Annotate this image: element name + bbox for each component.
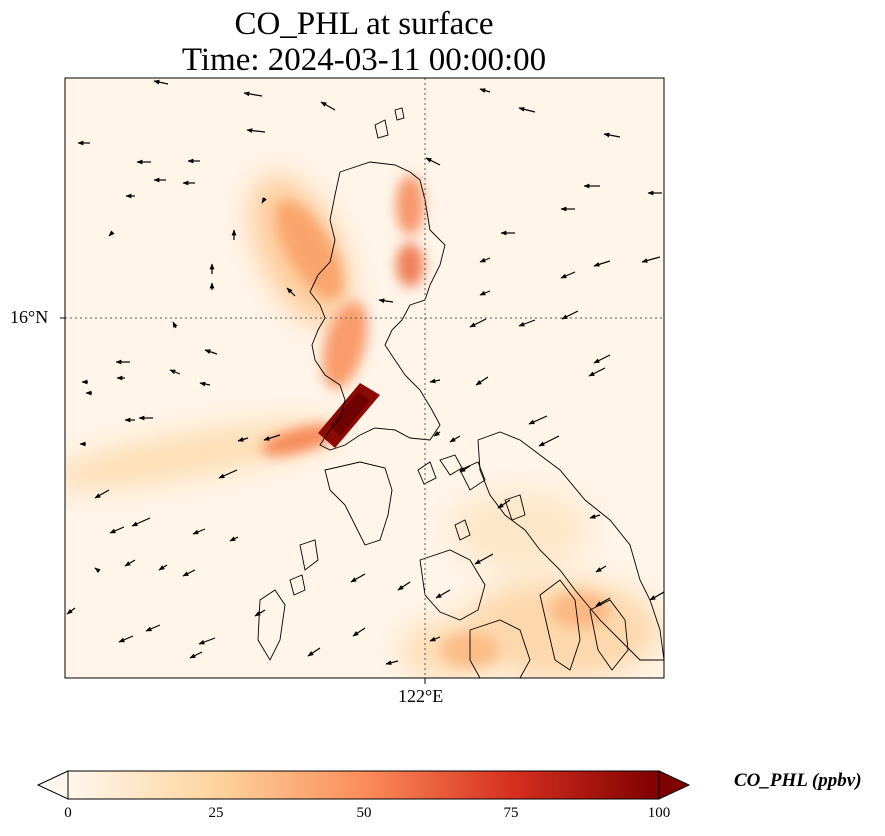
lat-label-16n: 16°N bbox=[10, 307, 49, 327]
wind-arrow bbox=[475, 376, 489, 386]
wind-arrow bbox=[153, 79, 169, 85]
wind-arrow bbox=[588, 367, 606, 377]
wind-arrow bbox=[497, 499, 511, 509]
colorbar-gradient bbox=[68, 771, 659, 799]
wind-arrow bbox=[237, 437, 249, 442]
map-frame bbox=[64, 77, 665, 679]
wind-arrow bbox=[469, 318, 487, 328]
map-title: CO_PHL at surface bbox=[234, 6, 494, 42]
wind-arrow bbox=[449, 435, 461, 443]
wind-arrow bbox=[199, 381, 211, 387]
wind-arrow bbox=[459, 465, 471, 473]
panay-coastline bbox=[419, 549, 486, 621]
wind-arrow bbox=[538, 435, 560, 447]
wind-arrow bbox=[385, 660, 399, 666]
wind-arrow bbox=[158, 564, 168, 571]
wind-arrow bbox=[182, 569, 196, 577]
wind-arrow bbox=[350, 573, 366, 583]
wind-arrow bbox=[593, 260, 611, 267]
wind-arrow bbox=[429, 378, 441, 384]
colorbar-tick-50: 50 bbox=[356, 805, 372, 821]
wind-arrow bbox=[560, 271, 576, 279]
wind-arrow bbox=[254, 609, 266, 617]
wind-arrow bbox=[204, 349, 218, 355]
co-concentration-field bbox=[65, 175, 660, 678]
wind-arrow bbox=[352, 627, 366, 637]
wind-arrow bbox=[261, 197, 267, 204]
wind-arrow bbox=[397, 581, 411, 591]
wind-arrow bbox=[246, 128, 266, 133]
luzon-coastline bbox=[309, 161, 446, 451]
wind-arrow bbox=[518, 106, 536, 113]
mindoro-coastline bbox=[324, 461, 393, 546]
wind-arrow bbox=[109, 526, 125, 534]
wind-arrow bbox=[192, 528, 206, 535]
wind-arrow bbox=[479, 257, 491, 263]
wind-arrow bbox=[218, 469, 238, 479]
wind-arrow bbox=[169, 369, 181, 375]
wind-arrow bbox=[435, 589, 451, 599]
wind-arrow bbox=[108, 230, 115, 237]
lon-label-122e: 122°E bbox=[398, 686, 444, 706]
colorbar-tick-75: 75 bbox=[503, 805, 519, 821]
wind-arrow bbox=[198, 637, 216, 645]
wind-arrow bbox=[595, 597, 611, 607]
colorbar-tick-25: 25 bbox=[208, 805, 224, 821]
wind-arrow bbox=[145, 624, 161, 632]
wind-arrow bbox=[243, 91, 263, 97]
wind-arrow bbox=[518, 319, 536, 327]
wind-arrow bbox=[474, 553, 494, 565]
wind-arrow bbox=[131, 517, 151, 527]
coastlines bbox=[257, 107, 664, 678]
colorbar-tick-0: 0 bbox=[64, 805, 72, 821]
colorbar-tick-100: 100 bbox=[647, 805, 671, 821]
wind-arrow bbox=[320, 101, 336, 111]
wind-arrow bbox=[263, 434, 281, 441]
visayas-coastline bbox=[477, 431, 664, 661]
colorbar-extend-high bbox=[658, 770, 691, 800]
wind-arrow bbox=[286, 287, 296, 297]
wind-arrow bbox=[307, 647, 321, 657]
wind-arrow bbox=[172, 321, 178, 329]
map-background bbox=[65, 78, 664, 678]
wind-arrow bbox=[603, 132, 621, 138]
wind-arrow bbox=[589, 514, 601, 519]
wind-arrow bbox=[593, 354, 611, 364]
wind-arrow bbox=[189, 651, 203, 659]
wind-arrow bbox=[595, 565, 607, 573]
wind-arrow bbox=[641, 256, 661, 263]
wind-arrow bbox=[66, 607, 76, 615]
wind-arrow bbox=[429, 636, 441, 642]
wind-arrow bbox=[94, 567, 101, 574]
wind-arrow bbox=[118, 635, 134, 643]
colorbar-label: CO_PHL (ppbv) bbox=[734, 770, 862, 791]
map-subtitle: Time: 2024-03-11 00:00:00 bbox=[181, 42, 547, 78]
colorbar bbox=[36, 770, 691, 800]
wind-arrow bbox=[479, 88, 491, 93]
wind-arrow bbox=[649, 591, 664, 601]
wind-arrow bbox=[433, 431, 441, 437]
wind-arrow bbox=[94, 489, 110, 499]
wind-arrow bbox=[229, 536, 239, 542]
wind-arrow bbox=[561, 310, 579, 320]
wind-arrow bbox=[479, 290, 491, 296]
wind-arrow bbox=[425, 157, 441, 166]
wind-arrow bbox=[124, 559, 136, 567]
colorbar-extend-low bbox=[36, 770, 69, 800]
wind-vectors bbox=[66, 79, 664, 666]
wind-arrow bbox=[528, 415, 548, 425]
wind-arrow bbox=[378, 298, 394, 304]
